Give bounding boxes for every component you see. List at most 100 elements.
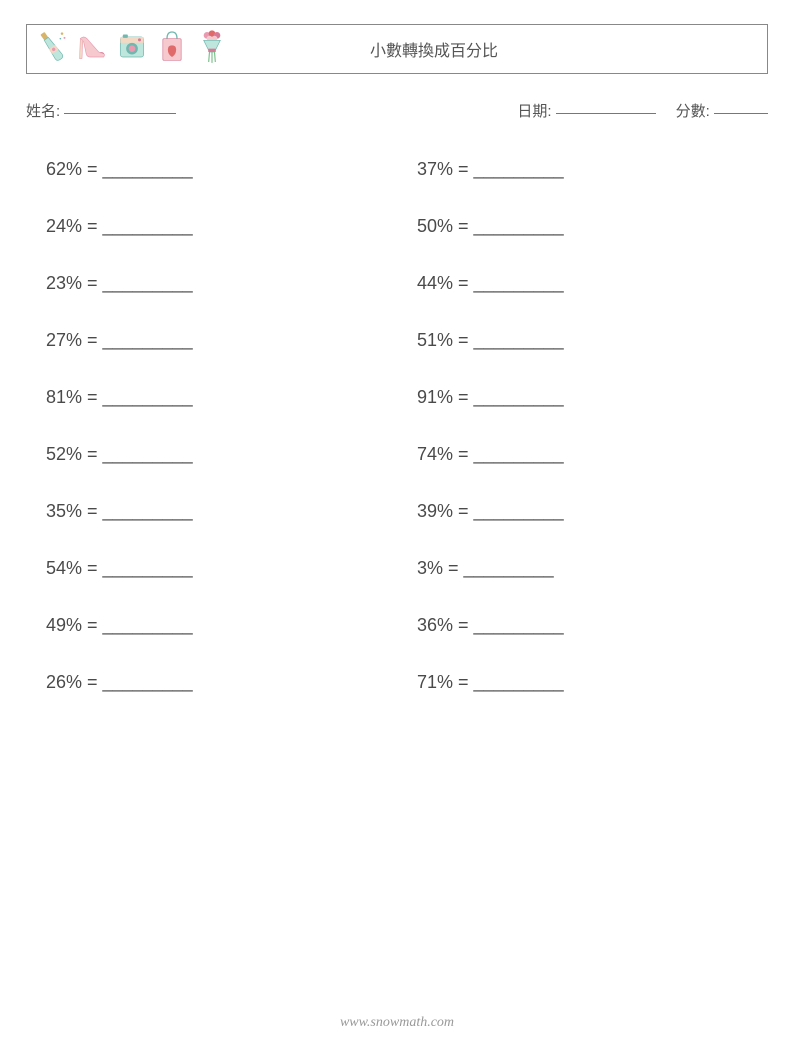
answer-blank[interactable]: _________ — [103, 216, 193, 236]
problems-col-2: 37% = _________50% = _________44% = ____… — [397, 159, 768, 729]
problem-value: 35% — [46, 501, 82, 521]
meta-row: 姓名: 日期: 分數: — [26, 100, 768, 121]
problem-item: 50% = _________ — [397, 216, 768, 237]
answer-blank[interactable]: _________ — [474, 444, 564, 464]
answer-blank[interactable]: _________ — [103, 615, 193, 635]
problem-value: 91% — [417, 387, 453, 407]
shoe-icon — [75, 27, 109, 72]
problem-value: 36% — [417, 615, 453, 635]
equals-sign: = — [82, 615, 103, 635]
answer-blank[interactable]: _________ — [103, 330, 193, 350]
camera-icon — [115, 27, 149, 72]
equals-sign: = — [82, 273, 103, 293]
answer-blank[interactable]: _________ — [474, 216, 564, 236]
answer-blank[interactable]: _________ — [464, 558, 554, 578]
footer: www.snowmath.com — [0, 1015, 794, 1031]
problem-item: 54% = _________ — [26, 558, 397, 579]
worksheet-title: 小數轉換成百分比 — [229, 37, 759, 61]
answer-blank[interactable]: _________ — [474, 672, 564, 692]
header-icons — [35, 27, 229, 72]
name-field: 姓名: — [26, 100, 517, 121]
equals-sign: = — [443, 558, 464, 578]
equals-sign: = — [453, 615, 474, 635]
date-blank[interactable] — [556, 113, 656, 114]
problem-item: 36% = _________ — [397, 615, 768, 636]
problem-item: 35% = _________ — [26, 501, 397, 522]
problem-value: 39% — [417, 501, 453, 521]
equals-sign: = — [453, 273, 474, 293]
worksheet-page: 小數轉換成百分比 姓名: 日期: 分數: 62% = _________24% … — [0, 0, 794, 1053]
problem-item: 91% = _________ — [397, 387, 768, 408]
problem-item: 37% = _________ — [397, 159, 768, 180]
answer-blank[interactable]: _________ — [103, 501, 193, 521]
answer-blank[interactable]: _________ — [103, 159, 193, 179]
problem-item: 24% = _________ — [26, 216, 397, 237]
score-label: 分數: — [676, 103, 710, 120]
problem-item: 52% = _________ — [26, 444, 397, 465]
date-label: 日期: — [517, 103, 551, 120]
problem-item: 27% = _________ — [26, 330, 397, 351]
score-blank[interactable] — [714, 113, 768, 114]
problem-item: 49% = _________ — [26, 615, 397, 636]
equals-sign: = — [82, 216, 103, 236]
equals-sign: = — [453, 444, 474, 464]
problem-value: 3% — [417, 558, 443, 578]
answer-blank[interactable]: _________ — [474, 615, 564, 635]
problem-value: 49% — [46, 615, 82, 635]
problem-value: 37% — [417, 159, 453, 179]
problem-value: 81% — [46, 387, 82, 407]
problem-value: 50% — [417, 216, 453, 236]
equals-sign: = — [82, 387, 103, 407]
answer-blank[interactable]: _________ — [103, 444, 193, 464]
problem-value: 74% — [417, 444, 453, 464]
champagne-icon — [35, 27, 69, 72]
shopping-bag-icon — [155, 27, 189, 72]
name-label: 姓名: — [26, 103, 60, 120]
answer-blank[interactable]: _________ — [103, 558, 193, 578]
equals-sign: = — [453, 387, 474, 407]
problem-value: 24% — [46, 216, 82, 236]
bouquet-icon — [195, 27, 229, 72]
equals-sign: = — [82, 672, 103, 692]
date-field: 日期: — [517, 100, 655, 121]
problem-value: 51% — [417, 330, 453, 350]
problems-col-1: 62% = _________24% = _________23% = ____… — [26, 159, 397, 729]
equals-sign: = — [453, 216, 474, 236]
problem-value: 27% — [46, 330, 82, 350]
problem-value: 71% — [417, 672, 453, 692]
problem-item: 81% = _________ — [26, 387, 397, 408]
equals-sign: = — [82, 444, 103, 464]
equals-sign: = — [82, 330, 103, 350]
equals-sign: = — [453, 330, 474, 350]
answer-blank[interactable]: _________ — [103, 672, 193, 692]
answer-blank[interactable]: _________ — [474, 330, 564, 350]
answer-blank[interactable]: _________ — [103, 273, 193, 293]
equals-sign: = — [453, 501, 474, 521]
equals-sign: = — [82, 501, 103, 521]
equals-sign: = — [82, 558, 103, 578]
problem-item: 71% = _________ — [397, 672, 768, 693]
problem-value: 26% — [46, 672, 82, 692]
problem-value: 62% — [46, 159, 82, 179]
problem-item: 3% = _________ — [397, 558, 768, 579]
equals-sign: = — [453, 159, 474, 179]
equals-sign: = — [82, 159, 103, 179]
problem-item: 62% = _________ — [26, 159, 397, 180]
problem-item: 44% = _________ — [397, 273, 768, 294]
problem-item: 74% = _________ — [397, 444, 768, 465]
problem-item: 23% = _________ — [26, 273, 397, 294]
problem-value: 54% — [46, 558, 82, 578]
answer-blank[interactable]: _________ — [103, 387, 193, 407]
problem-value: 23% — [46, 273, 82, 293]
problems-grid: 62% = _________24% = _________23% = ____… — [26, 159, 768, 729]
answer-blank[interactable]: _________ — [474, 501, 564, 521]
problem-value: 44% — [417, 273, 453, 293]
answer-blank[interactable]: _________ — [474, 387, 564, 407]
problem-item: 39% = _________ — [397, 501, 768, 522]
header-box: 小數轉換成百分比 — [26, 24, 768, 74]
answer-blank[interactable]: _________ — [474, 273, 564, 293]
name-blank[interactable] — [64, 113, 176, 114]
answer-blank[interactable]: _________ — [474, 159, 564, 179]
problem-item: 26% = _________ — [26, 672, 397, 693]
problem-value: 52% — [46, 444, 82, 464]
